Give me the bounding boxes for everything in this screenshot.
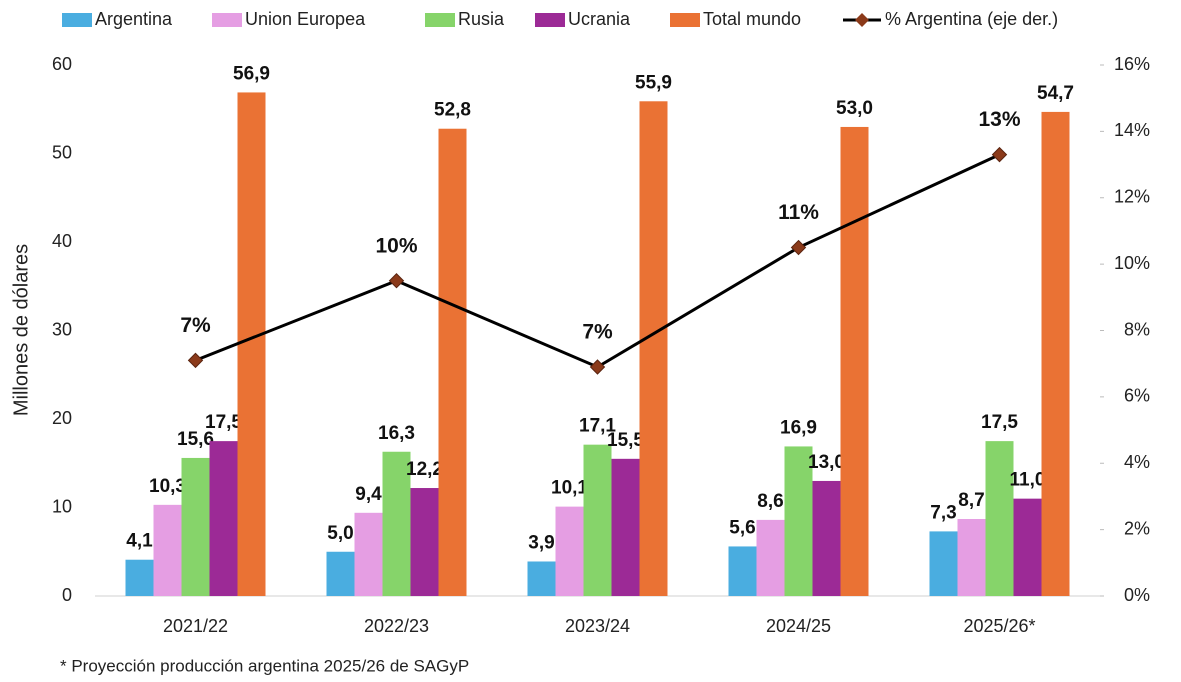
value-label: 11% <box>778 201 819 224</box>
y2-tick-label: 16% <box>1114 54 1150 74</box>
footnote: * Proyección producción argentina 2025/2… <box>60 656 469 675</box>
x-tick-label: 2021/22 <box>163 616 228 636</box>
value-label: 17,5 <box>981 412 1018 433</box>
value-label: 8,7 <box>958 490 984 511</box>
value-label: 53,0 <box>836 98 873 119</box>
legend-swatch <box>425 13 455 27</box>
bar <box>237 92 266 596</box>
bar <box>410 488 439 596</box>
y2-tick-label: 12% <box>1114 187 1150 207</box>
x-tick-label: 2025/26* <box>963 616 1035 636</box>
legend-label: % Argentina (eje der.) <box>885 9 1058 29</box>
y-tick-label: 30 <box>52 319 72 339</box>
y2-tick-label: 0% <box>1124 585 1150 605</box>
y-tick-label: 20 <box>52 408 72 428</box>
y-tick-label: 50 <box>52 142 72 162</box>
value-label: 7,3 <box>930 502 956 523</box>
legend-label: Total mundo <box>703 9 801 29</box>
bar <box>1013 498 1042 596</box>
value-label: 11,0 <box>1010 470 1046 491</box>
bar <box>957 519 986 596</box>
value-label: 5,0 <box>327 523 353 544</box>
bar <box>784 446 813 596</box>
legend-swatch <box>670 13 700 27</box>
x-tick-label: 2022/23 <box>364 616 429 636</box>
value-label: 5,6 <box>729 517 755 538</box>
y-tick-label: 0 <box>62 585 72 605</box>
y2-tick-label: 4% <box>1124 452 1150 472</box>
value-label: 9,4 <box>355 484 382 505</box>
bar <box>527 561 556 596</box>
value-label: 15,6 <box>177 429 214 450</box>
marker <box>790 239 807 256</box>
value-label: 10% <box>375 234 417 257</box>
y2-tick-label: 10% <box>1114 253 1150 273</box>
bar <box>438 128 467 596</box>
x-tick-label: 2024/25 <box>766 616 831 636</box>
value-label: 7% <box>582 321 613 344</box>
bar <box>382 451 411 596</box>
marker <box>187 352 204 369</box>
marker <box>589 359 606 375</box>
legend-label: Argentina <box>95 9 173 29</box>
value-label: 16,9 <box>780 417 817 438</box>
marker <box>388 273 405 289</box>
value-label: 3,9 <box>528 533 554 554</box>
bar <box>555 506 584 596</box>
y2-tick-label: 2% <box>1124 518 1150 538</box>
y2-tick-label: 8% <box>1124 319 1150 339</box>
value-label: 55,9 <box>635 72 672 93</box>
y2-tick-label: 14% <box>1114 120 1150 140</box>
x-tick-label: 2023/24 <box>565 616 630 636</box>
legend-label: Ucrania <box>568 9 631 29</box>
bar <box>583 444 612 596</box>
bar <box>728 546 757 596</box>
bar <box>209 441 238 596</box>
legend-swatch <box>535 13 565 27</box>
legend-swatch <box>62 13 92 27</box>
bar <box>181 457 210 596</box>
bar <box>840 126 869 596</box>
value-label: 13,0 <box>808 452 845 473</box>
value-label: 7% <box>180 314 211 337</box>
value-label: 13% <box>978 108 1020 131</box>
bar <box>125 559 154 596</box>
bar <box>639 101 668 596</box>
value-label: 15,5 <box>607 430 644 451</box>
value-label: 10,3 <box>149 476 186 497</box>
legend-marker <box>855 13 869 27</box>
bar <box>756 519 785 596</box>
y-tick-label: 40 <box>52 231 72 251</box>
legend-swatch <box>212 13 242 27</box>
value-label: 8,6 <box>757 491 783 512</box>
value-label: 4,1 <box>126 531 153 552</box>
y2-tick-label: 6% <box>1124 386 1150 406</box>
legend-label: Rusia <box>458 9 505 29</box>
marker <box>991 146 1008 163</box>
bar <box>611 458 640 596</box>
bar <box>985 441 1014 596</box>
bar <box>812 480 841 596</box>
value-label: 52,8 <box>434 100 471 121</box>
value-label: 17,5 <box>205 412 242 433</box>
bar <box>153 504 182 596</box>
bar <box>1041 111 1070 596</box>
y-tick-label: 10 <box>52 496 72 516</box>
bar <box>354 512 383 596</box>
value-label: 12,2 <box>406 459 443 480</box>
value-label: 54,7 <box>1037 83 1074 104</box>
value-label: 10,1 <box>551 478 588 499</box>
bar <box>929 531 958 596</box>
value-label: 16,3 <box>378 423 415 444</box>
y-tick-label: 60 <box>52 54 72 74</box>
value-label: 17,1 <box>579 416 616 437</box>
legend-label: Union Europea <box>245 9 366 29</box>
value-label: 56,9 <box>233 63 270 84</box>
y-axis-label: Millones de dólares <box>10 244 32 416</box>
bar <box>326 551 355 596</box>
